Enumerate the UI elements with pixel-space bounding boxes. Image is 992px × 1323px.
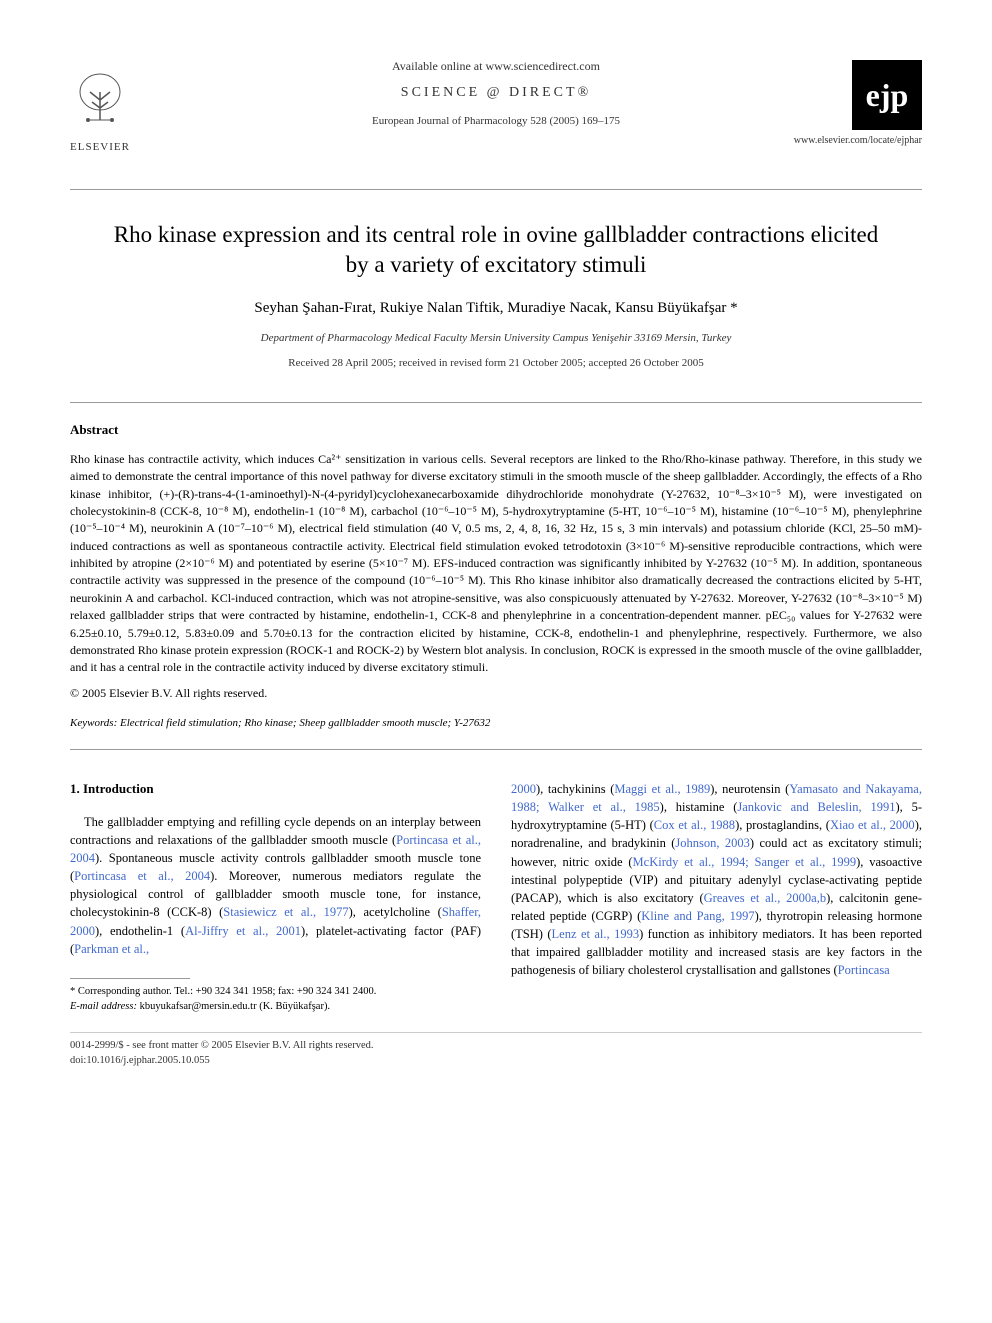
- citation-link[interactable]: 2000: [511, 782, 536, 796]
- two-column-body: 1. Introduction The gallbladder emptying…: [70, 780, 922, 1014]
- citation-link[interactable]: Al-Jiffry et al., 2001: [185, 924, 301, 938]
- citation-link[interactable]: McKirdy et al., 1994; Sanger et al., 199…: [633, 855, 857, 869]
- column-left: 1. Introduction The gallbladder emptying…: [70, 780, 481, 1014]
- citation-link[interactable]: Greaves et al., 2000a,b: [704, 891, 826, 905]
- authors: Seyhan Şahan-Fırat, Rukiye Nalan Tiftik,…: [70, 298, 922, 319]
- doi-line: doi:10.1016/j.ejphar.2005.10.055: [70, 1054, 922, 1069]
- citation-link[interactable]: Xiao et al., 2000: [830, 818, 915, 832]
- elsevier-label: ELSEVIER: [70, 140, 130, 155]
- citation-link[interactable]: Kline and Pang, 1997: [641, 909, 754, 923]
- keywords-label: Keywords:: [70, 717, 117, 729]
- intro-paragraph-continued: 2000), tachykinins (Maggi et al., 1989),…: [511, 780, 922, 979]
- keywords-text: Electrical field stimulation; Rho kinase…: [120, 717, 490, 729]
- introduction-heading: 1. Introduction: [70, 780, 481, 799]
- email-line: E-mail address: kbuyukafsar@mersin.edu.t…: [70, 1000, 481, 1015]
- keywords-line: Keywords: Electrical field stimulation; …: [70, 716, 922, 731]
- citation-link[interactable]: Portincasa et al., 2004: [74, 869, 210, 883]
- citation-link[interactable]: Parkman et al.,: [74, 942, 149, 956]
- citation-link[interactable]: Portincasa: [838, 963, 890, 977]
- intro-paragraph: The gallbladder emptying and refilling c…: [70, 813, 481, 958]
- affiliation: Department of Pharmacology Medical Facul…: [70, 331, 922, 346]
- corresponding-author: * Corresponding author. Tel.: +90 324 34…: [70, 985, 481, 1000]
- citation-link[interactable]: Lenz et al., 1993: [552, 927, 640, 941]
- citation-link[interactable]: Stasiewicz et al., 1977: [223, 905, 348, 919]
- column-right: 2000), tachykinins (Maggi et al., 1989),…: [511, 780, 922, 1014]
- article-dates: Received 28 April 2005; received in revi…: [70, 356, 922, 371]
- abstract-copyright: © 2005 Elsevier B.V. All rights reserved…: [70, 685, 922, 702]
- citation-link[interactable]: Johnson, 2003: [675, 836, 750, 850]
- divider: [70, 749, 922, 750]
- email-address: kbuyukafsar@mersin.edu.tr (K. Büyükafşar…: [140, 1001, 330, 1012]
- ejp-url: www.elsevier.com/locate/ejphar: [794, 134, 922, 148]
- divider: [70, 402, 922, 403]
- article-title: Rho kinase expression and its central ro…: [110, 220, 882, 280]
- elsevier-tree-icon: [70, 70, 130, 130]
- elsevier-logo: ELSEVIER: [70, 70, 130, 156]
- issn-line: 0014-2999/$ - see front matter © 2005 El…: [70, 1039, 922, 1054]
- citation-link[interactable]: Maggi et al., 1989: [614, 782, 710, 796]
- email-label: E-mail address:: [70, 1001, 137, 1012]
- ejp-logo-icon: ejp: [852, 60, 922, 130]
- bottom-meta: 0014-2999/$ - see front matter © 2005 El…: [70, 1032, 922, 1068]
- abstract-body: Rho kinase has contractile activity, whi…: [70, 451, 922, 677]
- journal-header: ELSEVIER Available online at www.science…: [70, 50, 922, 190]
- page: ELSEVIER Available online at www.science…: [0, 0, 992, 1109]
- citation-link[interactable]: Cox et al., 1988: [654, 818, 735, 832]
- abstract-heading: Abstract: [70, 421, 922, 439]
- citation-link[interactable]: Jankovic and Beleslin, 1991: [737, 800, 895, 814]
- ejp-logo-block: ejp www.elsevier.com/locate/ejphar: [794, 60, 922, 148]
- footnote-separator: [70, 978, 190, 979]
- corresponding-author-footnote: * Corresponding author. Tel.: +90 324 34…: [70, 985, 481, 1014]
